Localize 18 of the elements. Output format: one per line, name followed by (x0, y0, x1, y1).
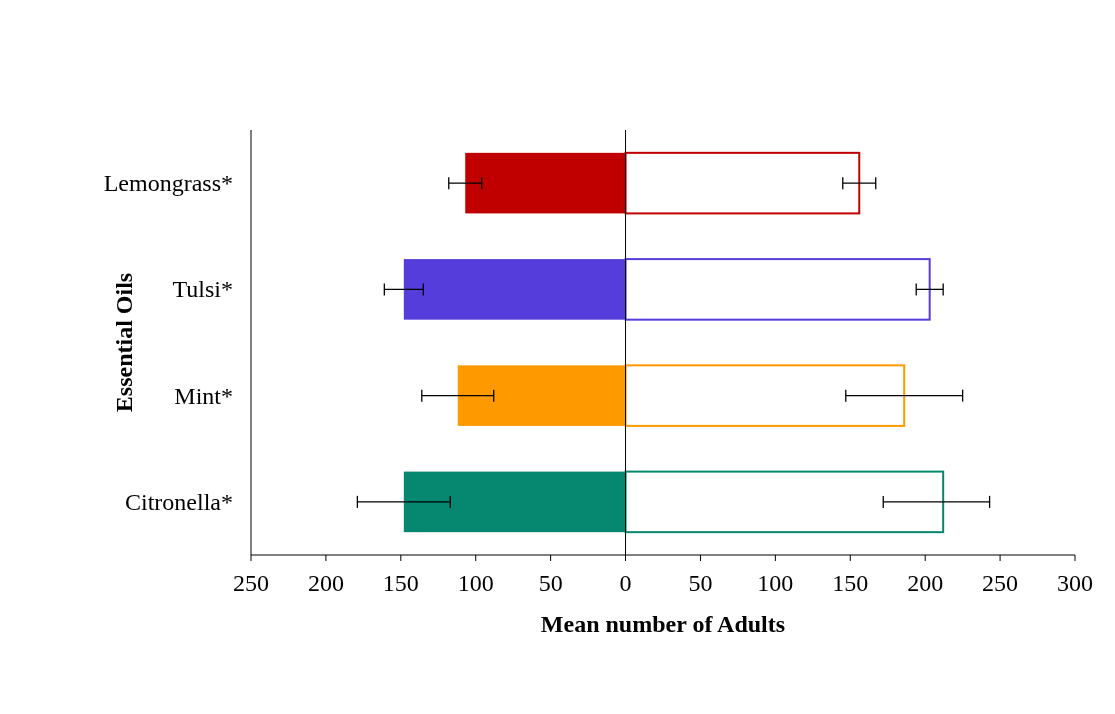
y-tick-label: Mint* (174, 382, 233, 409)
x-axis-title: Mean number of Adults (540, 611, 786, 637)
y-tick-label: Tulsi* (172, 276, 233, 303)
x-tick-label: 250 (982, 570, 1019, 596)
x-tick-label: 50 (538, 570, 563, 596)
x-tick-label: 150 (382, 570, 419, 596)
x-tick-label: 100 (757, 570, 794, 596)
x-tick-label: 200 (307, 570, 344, 596)
x-tick-label: 0 (619, 570, 632, 596)
x-tick-label: 100 (457, 570, 494, 596)
y-axis-title: Essential Oils (111, 272, 137, 413)
x-tick-label: 250 (233, 570, 269, 596)
y-tick-label: Citronella* (125, 488, 233, 515)
y-tick-label: Lemongrass* (103, 170, 233, 197)
x-tick-label: 50 (688, 570, 713, 596)
x-tick-label: 300 (1057, 570, 1093, 596)
x-tick-label: 150 (832, 570, 869, 596)
x-tick-label: 200 (907, 570, 944, 596)
